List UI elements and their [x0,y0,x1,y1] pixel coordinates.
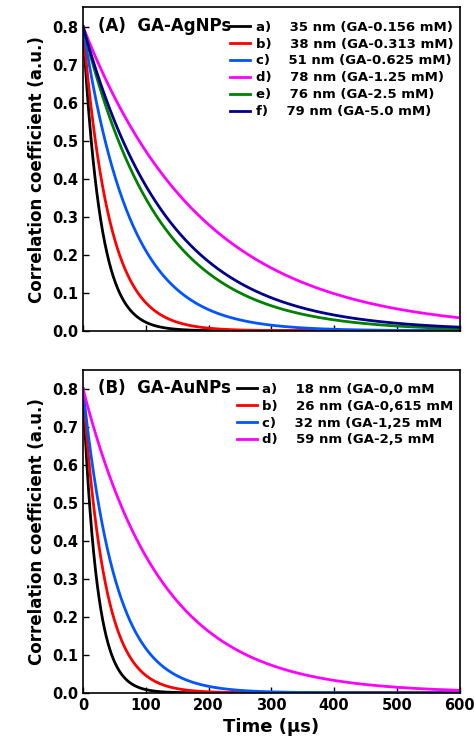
Text: (A)  GA-AgNPs: (A) GA-AgNPs [98,17,231,35]
Legend: a)    35 nm (GA-0.156 mM), b)    38 nm (GA-0.313 mM), c)    51 nm (GA-0.625 mM),: a) 35 nm (GA-0.156 mM), b) 38 nm (GA-0.3… [228,18,456,121]
Text: (B)  GA-AuNPs: (B) GA-AuNPs [98,379,231,397]
Y-axis label: Correlation coefficient (a.u.): Correlation coefficient (a.u.) [28,36,46,303]
Y-axis label: Correlation coefficient (a.u.): Correlation coefficient (a.u.) [28,398,46,664]
Legend: a)    18 nm (GA-0,0 mM, b)    26 nm (GA-0,615 mM, c)    32 nm (GA-1,25 mM, d)   : a) 18 nm (GA-0,0 mM, b) 26 nm (GA-0,615 … [234,380,456,449]
X-axis label: Time (μs): Time (μs) [223,718,319,736]
